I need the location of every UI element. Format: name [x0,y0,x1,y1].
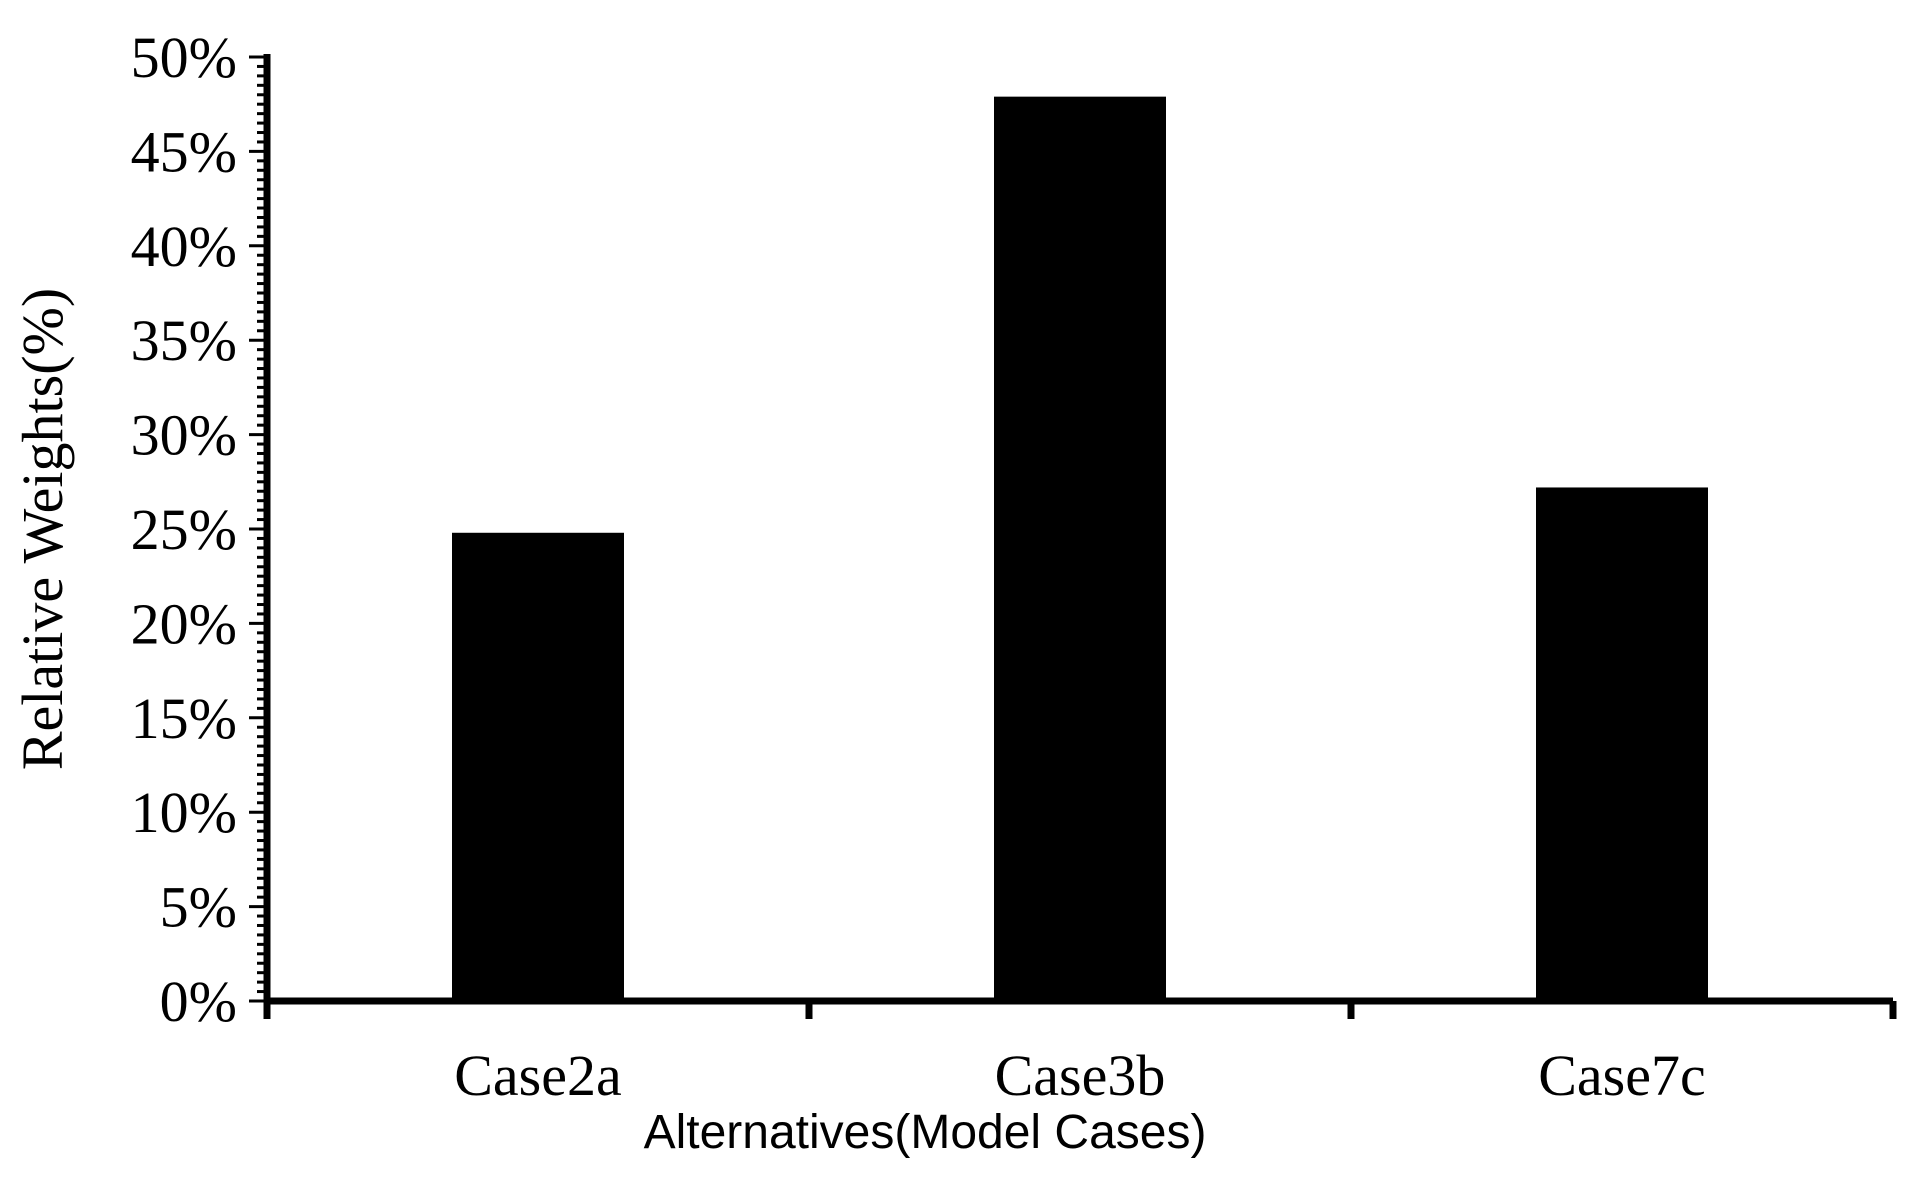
y-axis-label: Relative Weights(%) [10,288,75,770]
x-axis-label: Alternatives(Model Cases) [644,1106,1207,1159]
y-tick-label: 30% [131,403,237,468]
bar-case2a [452,532,624,1001]
y-tick-label: 50% [131,25,237,90]
y-tick-label: 0% [160,969,237,1034]
y-axis-tick-labels: 0% 5% 10% 15% 20% 25% 30% 35% 40% 45% 50% [131,25,237,1034]
x-tick-label: Case2a [454,1043,622,1108]
bar-case3b [994,96,1166,1001]
bar-case7c [1536,487,1708,1001]
x-tick-label: Case3b [995,1043,1166,1108]
y-tick-label: 15% [131,686,237,751]
y-tick-label: 45% [131,119,237,184]
bars [452,96,1708,1001]
y-tick-label: 40% [131,214,237,279]
x-tick-label: Case7c [1538,1043,1706,1108]
y-tick-label: 20% [131,591,237,656]
y-tick-label: 5% [160,875,237,940]
y-tick-label: 35% [131,308,237,373]
x-axis-ticks [263,1001,1897,1019]
y-tick-label: 25% [131,497,237,562]
y-tick-label: 10% [131,780,237,845]
x-axis-tick-labels: Case2a Case3b Case7c [454,1043,1706,1108]
